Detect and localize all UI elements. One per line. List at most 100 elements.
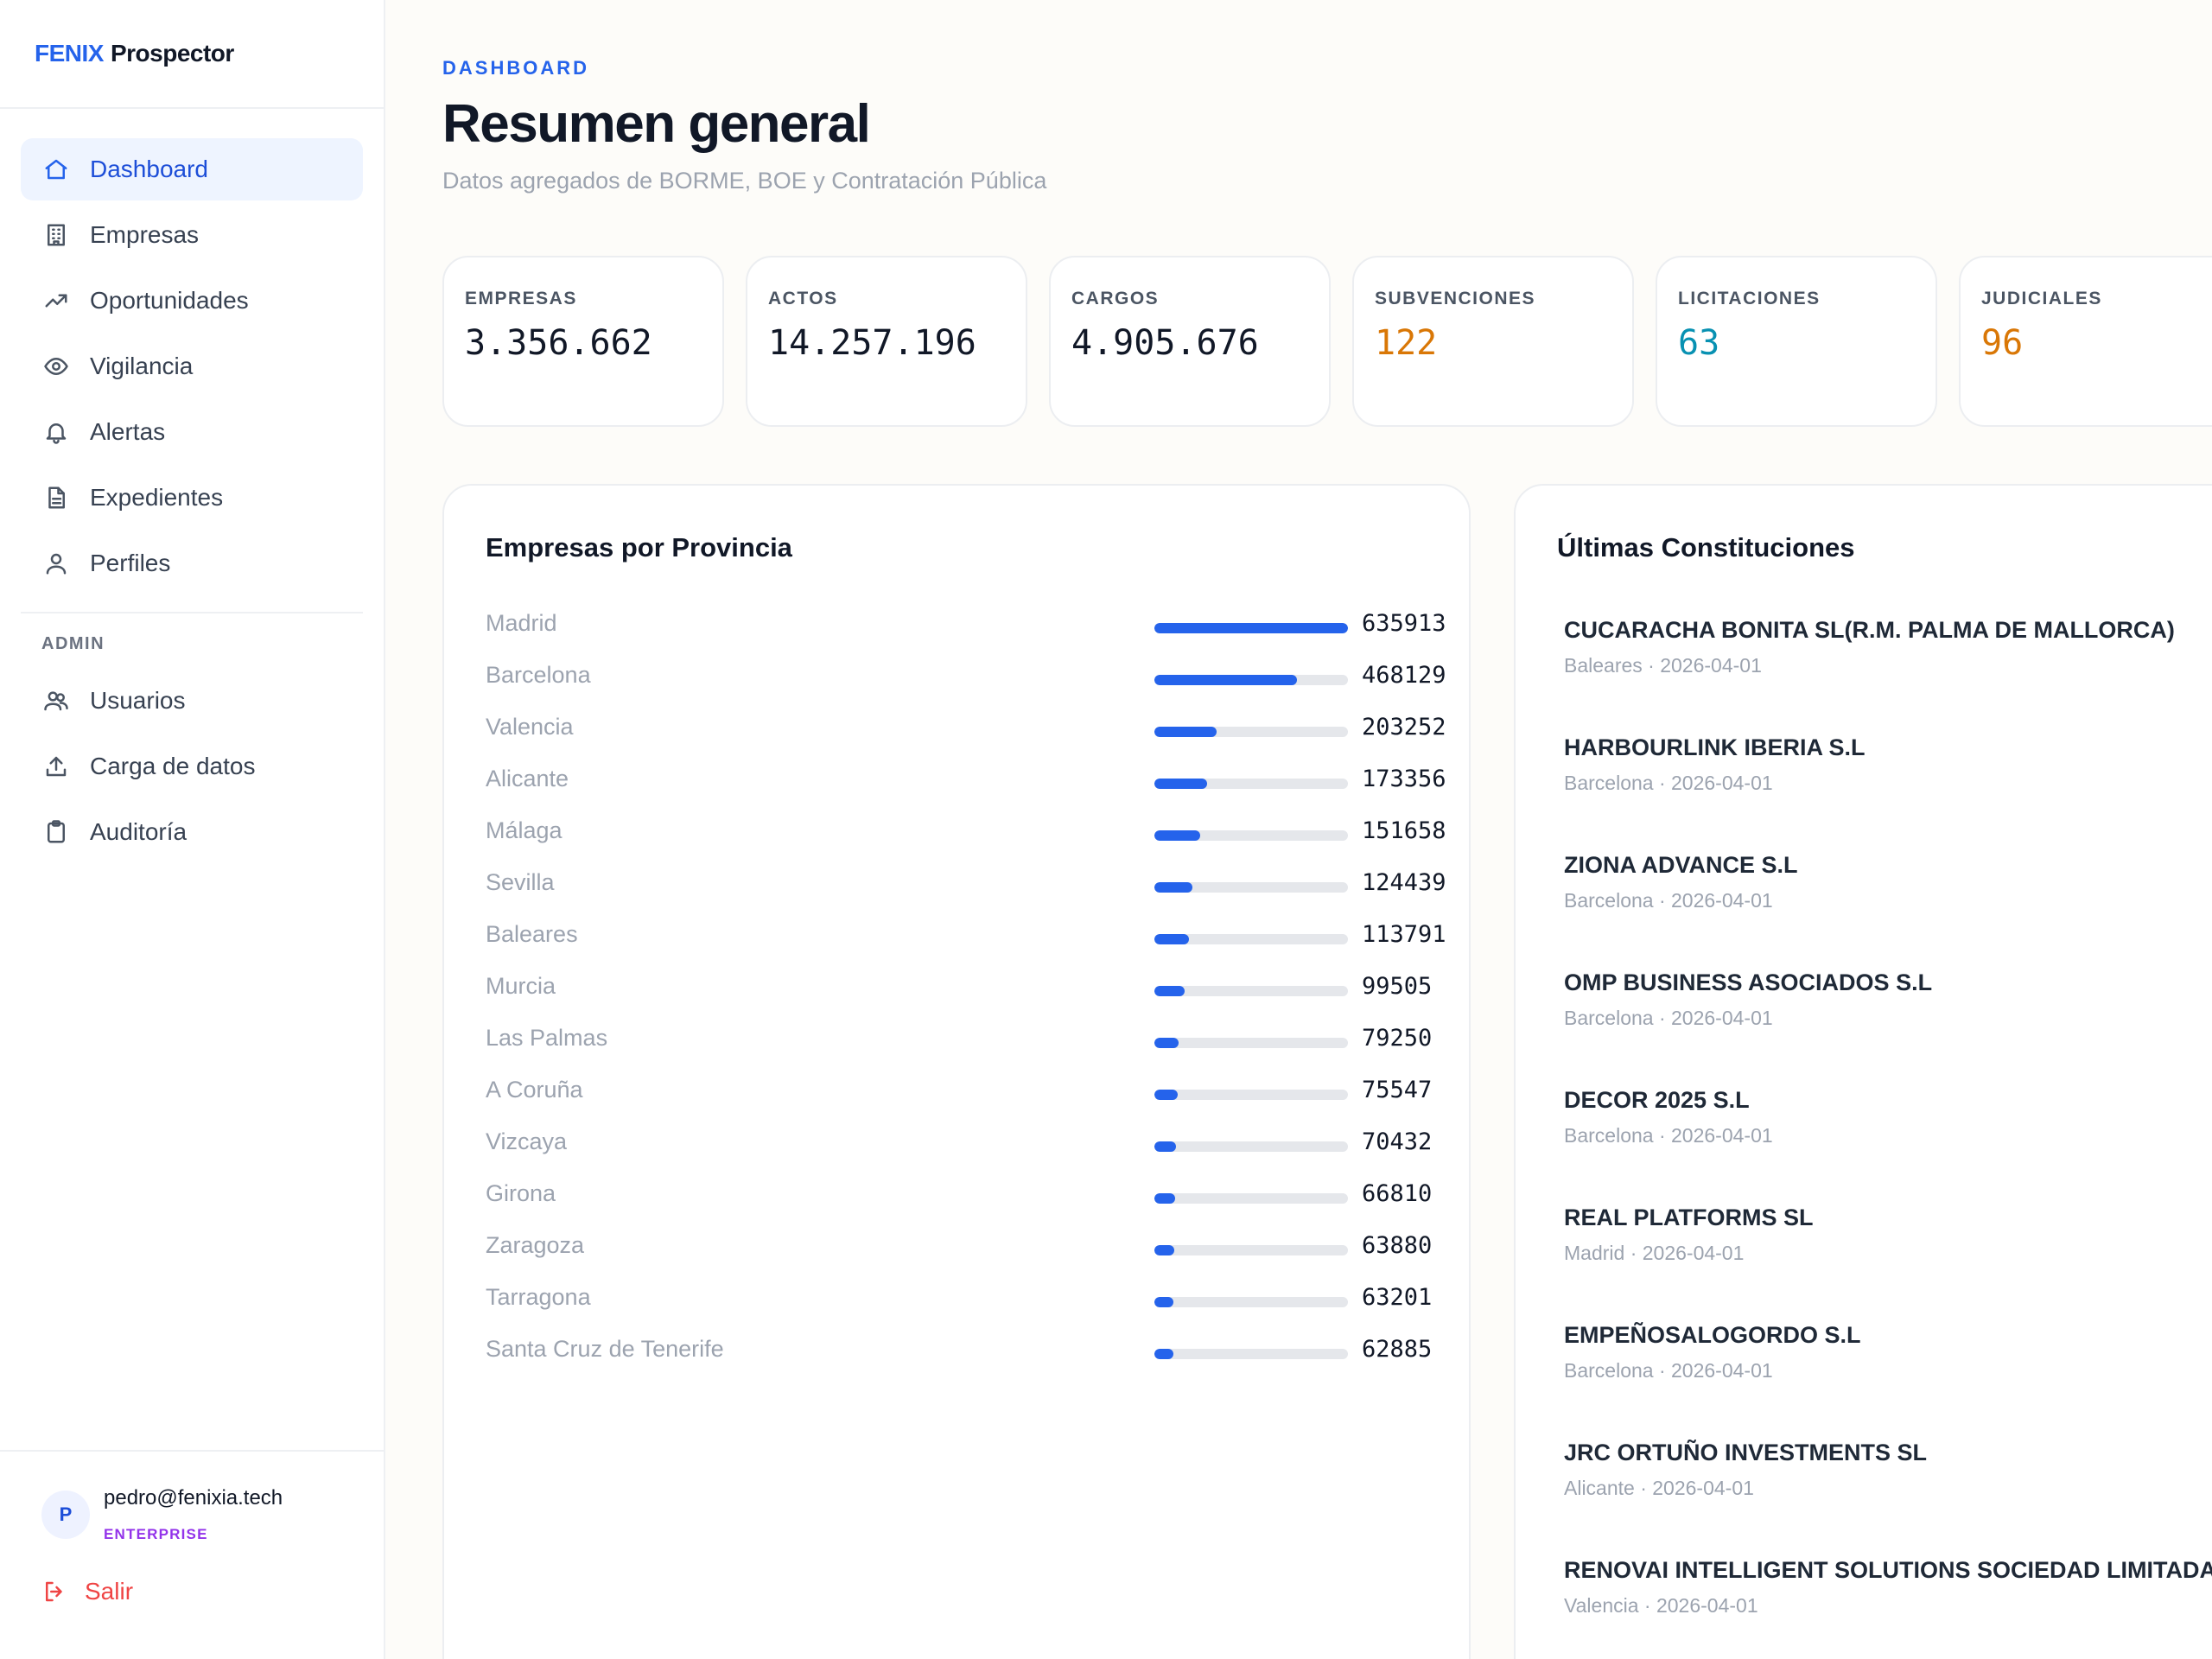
company-meta: Barcelona · 2026-04-01	[1564, 889, 1773, 912]
list-item[interactable]: Zaragoza 63880	[486, 1220, 1462, 1272]
list-item[interactable]: Barcelona 468129	[486, 650, 1462, 702]
building-icon	[41, 220, 71, 250]
list-item[interactable]: A Coruña 75547	[486, 1065, 1462, 1116]
province-name: Zaragoza	[486, 1232, 585, 1258]
list-item[interactable]: HARBOURLINK IBERIA S.L Barcelona · 2026-0…	[1564, 734, 2212, 852]
province-bar-track	[1154, 882, 1348, 893]
province-bar-fill	[1154, 623, 1348, 633]
province-count: 173356	[1362, 766, 1446, 792]
list-item[interactable]: CUCARACHA BONITA SL(R.M. PALMA DE MALLOR…	[1564, 617, 2212, 734]
list-item[interactable]: EMPEÑOSALOGORDO S.L Barcelona · 2026-04-0…	[1564, 1322, 2212, 1440]
company-name: DECOR 2025 S.L	[1564, 1087, 1750, 1113]
sidebar-item-label: Expedientes	[90, 484, 224, 511]
constituciones-panel: Últimas Constituciones CUCARACHA BONITA …	[1514, 484, 2212, 1659]
list-item[interactable]: JRC ORTUÑO INVESTMENTS SL Alicante · 2026…	[1564, 1440, 2212, 1557]
province-bar-fill	[1154, 779, 1208, 789]
list-item[interactable]: Valencia 203252	[486, 702, 1462, 753]
province-name: Málaga	[486, 817, 563, 843]
list-item[interactable]: OMP BUSINESS ASOCIADOS S.L Barcelona · 20…	[1564, 969, 2212, 1087]
province-count: 113791	[1362, 921, 1446, 948]
list-item[interactable]: REAL PLATFORMS SL Madrid · 2026-04-01	[1564, 1205, 2212, 1322]
list-item[interactable]: Girona 66810	[486, 1168, 1462, 1220]
stat-card-cargos[interactable]: CARGOS 4.905.676	[1049, 256, 1331, 427]
company-name: OMP BUSINESS ASOCIADOS S.L	[1564, 969, 1933, 995]
user-profile[interactable]: P pedro@fenixia.tech ENTERPRISE	[41, 1486, 384, 1543]
province-bar-fill	[1154, 986, 1185, 996]
avatar: P	[41, 1491, 90, 1539]
sidebar-footer: P pedro@fenixia.tech ENTERPRISE Salir	[0, 1450, 384, 1659]
list-item[interactable]: Sevilla 124439	[486, 857, 1462, 909]
main-content: DASHBOARD Resumen general Datos agregado…	[385, 0, 2212, 1659]
sidebar-item-expedientes[interactable]: Expedientes	[21, 467, 363, 529]
list-item[interactable]: DECOR 2025 S.L Barcelona · 2026-04-01	[1564, 1087, 2212, 1205]
sidebar-item-vigilancia[interactable]: Vigilancia	[21, 335, 363, 397]
eye-icon	[41, 352, 71, 381]
stat-card-judiciales[interactable]: JUDICIALES 96	[1959, 256, 2212, 427]
logout-label: Salir	[85, 1578, 134, 1605]
province-bar-track	[1154, 1193, 1348, 1204]
sidebar-item-label: Empresas	[90, 221, 200, 248]
clipboard-icon	[41, 817, 71, 847]
list-item[interactable]: Madrid 635913	[486, 598, 1462, 650]
sidebar-item-dashboard[interactable]: Dashboard	[21, 138, 363, 200]
company-name: RENOVAI INTELLIGENT SOLUTIONS SOCIEDAD L…	[1564, 1557, 2212, 1583]
panel-title: Empresas por Provincia	[486, 532, 792, 563]
province-count: 203252	[1362, 714, 1446, 741]
province-count: 635913	[1362, 610, 1446, 637]
list-item[interactable]: ZIONA ADVANCE S.L Barcelona · 2026-04-01	[1564, 852, 2212, 969]
stat-label: ACTOS	[768, 289, 838, 308]
provincias-panel: Empresas por Provincia Madrid 635913 Barce…	[442, 484, 1471, 1659]
stat-card-licitaciones[interactable]: LICITACIONES 63	[1656, 256, 1937, 427]
panel-title: Últimas Constituciones	[1557, 532, 1855, 563]
province-count: 63201	[1362, 1284, 1433, 1311]
list-item[interactable]: Alicante 173356	[486, 753, 1462, 805]
sidebar-item-label: Dashboard	[90, 156, 208, 182]
province-bar-track	[1154, 727, 1348, 737]
list-item[interactable]: Vizcaya 70432	[486, 1116, 1462, 1168]
list-item[interactable]: Baleares 113791	[486, 909, 1462, 961]
logout-button[interactable]: Salir	[41, 1578, 384, 1605]
province-bar-fill	[1154, 1141, 1176, 1152]
province-count: 99505	[1362, 973, 1433, 1000]
trending-up-icon	[41, 286, 71, 315]
company-meta: Baleares · 2026-04-01	[1564, 654, 1762, 677]
sidebar-item-carga-datos[interactable]: Carga de datos	[21, 735, 363, 798]
company-name: CUCARACHA BONITA SL(R.M. PALMA DE MALLOR…	[1564, 617, 2175, 643]
sidebar-item-alertas[interactable]: Alertas	[21, 401, 363, 463]
stat-card-empresas[interactable]: EMPRESAS 3.356.662	[442, 256, 724, 427]
province-name: Sevilla	[486, 869, 555, 895]
list-item[interactable]: RENOVAI INTELLIGENT SOLUTIONS SOCIEDAD L…	[1564, 1557, 2212, 1659]
company-meta: Madrid · 2026-04-01	[1564, 1242, 1745, 1264]
province-bar-fill	[1154, 1193, 1175, 1204]
province-name: Tarragona	[486, 1284, 591, 1310]
sidebar-item-usuarios[interactable]: Usuarios	[21, 670, 363, 732]
sidebar-item-label: Alertas	[90, 418, 166, 445]
stat-value: 63	[1678, 323, 1720, 363]
stat-card-subvenciones[interactable]: SUBVENCIONES 122	[1352, 256, 1634, 427]
sidebar-item-empresas[interactable]: Empresas	[21, 204, 363, 266]
list-item[interactable]: Málaga 151658	[486, 805, 1462, 857]
brand-logo[interactable]: FENIX Prospector	[0, 0, 384, 109]
list-item[interactable]: Murcia 99505	[486, 961, 1462, 1013]
sidebar-item-oportunidades[interactable]: Oportunidades	[21, 270, 363, 332]
stat-card-actos[interactable]: ACTOS 14.257.196	[746, 256, 1027, 427]
sidebar-item-perfiles[interactable]: Perfiles	[21, 532, 363, 594]
province-count: 62885	[1362, 1336, 1433, 1363]
province-bar-track	[1154, 986, 1348, 996]
main-nav: Dashboard Empresas Oportunidades Vigilan…	[0, 109, 384, 863]
company-name: HARBOURLINK IBERIA S.L	[1564, 734, 1866, 760]
page-subtitle: Datos agregados de BORME, BOE y Contrata…	[442, 168, 1047, 194]
sidebar-item-auditoria[interactable]: Auditoría	[21, 801, 363, 863]
province-bar-fill	[1154, 1349, 1174, 1359]
list-item[interactable]: Santa Cruz de Tenerife 62885	[486, 1324, 1462, 1376]
sidebar-item-label: Perfiles	[90, 550, 171, 576]
list-item[interactable]: Las Palmas 79250	[486, 1013, 1462, 1065]
province-bar-track	[1154, 1349, 1348, 1359]
page-title: Resumen general	[442, 94, 871, 154]
list-item[interactable]: Tarragona 63201	[486, 1272, 1462, 1324]
home-icon	[41, 155, 71, 184]
bell-icon	[41, 417, 71, 447]
sidebar-item-label: Auditoría	[90, 818, 188, 845]
province-bar-fill	[1154, 882, 1192, 893]
